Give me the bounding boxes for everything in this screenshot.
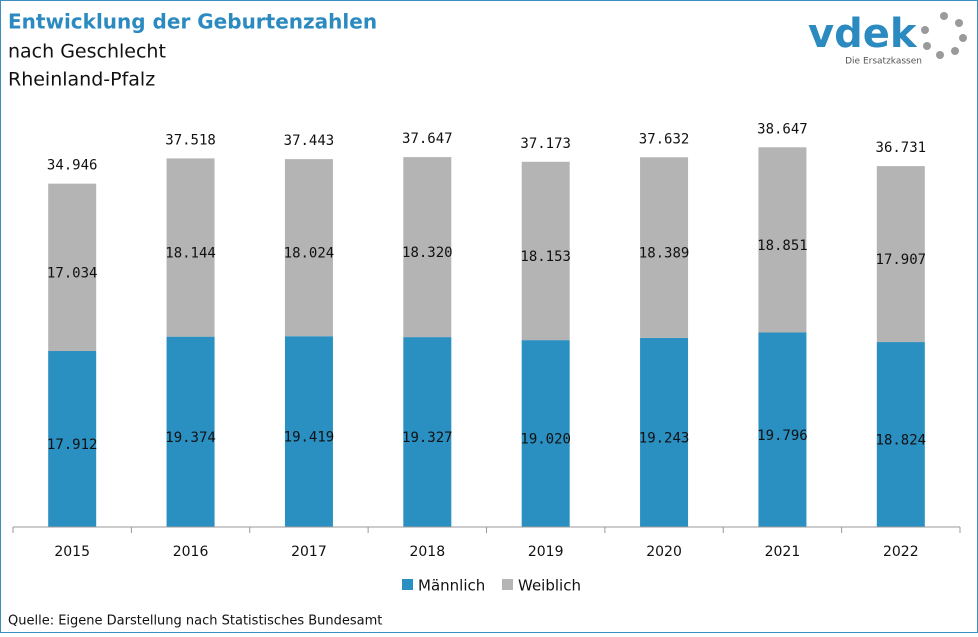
value-label: 17.907 <box>876 252 927 268</box>
value-label: 19.419 <box>284 430 335 446</box>
value-label: 19.796 <box>757 428 808 444</box>
legend-label: Weiblich <box>518 577 581 595</box>
x-tick-label: 2021 <box>765 544 801 560</box>
value-label: 18.389 <box>639 246 690 262</box>
bar-segment <box>876 342 925 527</box>
bar-segment <box>284 336 333 527</box>
bar-segment <box>758 332 807 527</box>
value-label: 19.374 <box>165 430 216 446</box>
logo-ring <box>921 12 967 59</box>
legend-swatch <box>402 579 413 590</box>
value-label: 17.912 <box>47 437 98 453</box>
x-tick-label: 2022 <box>883 544 919 560</box>
subtitle: nach Geschlecht <box>8 41 166 63</box>
total-label: 36.731 <box>876 140 927 156</box>
value-label: 18.144 <box>165 246 216 262</box>
total-label: 37.443 <box>284 133 335 149</box>
value-label: 18.024 <box>284 246 335 262</box>
subtitle: Rheinland-Pfalz <box>8 69 155 91</box>
logo-text: vdek <box>808 11 918 57</box>
x-tick-label: 2019 <box>528 544 564 560</box>
bar-segment <box>166 158 215 337</box>
bar-segment <box>403 337 452 527</box>
legend-swatch <box>502 579 513 590</box>
value-label: 19.020 <box>520 432 571 448</box>
value-label: 18.851 <box>757 238 808 254</box>
total-label: 38.647 <box>757 121 808 137</box>
total-label: 37.173 <box>520 136 571 152</box>
source: Quelle: Eigene Darstellung nach Statisti… <box>8 614 382 629</box>
value-label: 18.320 <box>402 245 453 261</box>
bar-segment <box>166 336 215 527</box>
bar-segment <box>521 161 570 341</box>
bar-segment <box>758 147 807 333</box>
logo: vdek Die Ersatzkassen <box>808 11 967 67</box>
x-tick-label: 2015 <box>54 544 90 560</box>
chart-title: Entwicklung der Geburtenzahlen <box>8 10 377 34</box>
bar-segment <box>403 157 452 338</box>
value-label: 17.034 <box>47 265 98 281</box>
value-label: 19.327 <box>402 430 453 446</box>
total-label: 37.632 <box>639 131 690 147</box>
x-tick-label: 2018 <box>409 544 445 560</box>
x-tick-label: 2020 <box>646 544 682 560</box>
x-tick-label: 2016 <box>173 544 209 560</box>
total-label: 37.647 <box>402 131 453 147</box>
x-tick-label: 2017 <box>291 544 327 560</box>
total-label: 34.946 <box>47 158 98 174</box>
logo-tagline: Die Ersatzkassen <box>845 57 922 67</box>
legend-label: Männlich <box>418 577 485 595</box>
bar-segment <box>48 183 97 352</box>
bar-segment <box>876 166 925 343</box>
bar-segment <box>521 340 570 527</box>
value-label: 18.824 <box>876 433 927 449</box>
value-label: 19.243 <box>639 430 690 446</box>
bar-segment <box>640 337 689 527</box>
bar-segment <box>640 157 689 338</box>
bar-segment <box>48 351 97 527</box>
value-label: 18.153 <box>520 249 571 265</box>
total-label: 37.518 <box>165 132 216 148</box>
bar-segment <box>284 159 333 337</box>
